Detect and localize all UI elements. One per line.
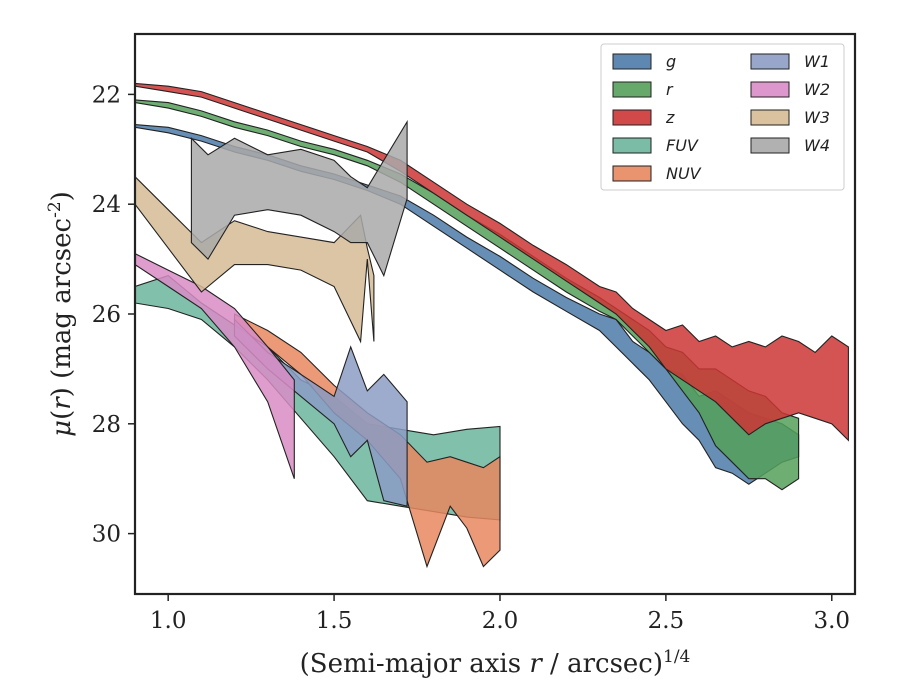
legend-label-w3: W3 (804, 108, 830, 127)
legend-swatch-w4 (750, 137, 790, 154)
legend: grz FUV NUV W1 W2 W3 W4 (600, 43, 845, 191)
legend-label-w1: W1 (804, 52, 830, 71)
x-tick-label: 1.5 (316, 608, 353, 634)
legend-label-z: z (665, 108, 675, 127)
legend-label-w2: W2 (804, 80, 830, 99)
legend-label-nuv: NUV (666, 164, 702, 183)
x-axis-label: (Semi-major axis r / arcsec)1/4 (300, 647, 691, 679)
profile-bands (135, 82, 849, 569)
y-tick-label: 28 (92, 412, 121, 438)
legend-label-fuv: FUV (666, 136, 699, 155)
y-axis: 22 24 26 28 30 (92, 82, 135, 548)
y-tick-label: 24 (92, 192, 121, 218)
legend-label-r: r (666, 80, 674, 99)
legend-swatch-r (612, 81, 652, 98)
x-tick-label: 3.0 (813, 608, 850, 634)
legend-swatch-w3 (750, 109, 790, 126)
x-tick-label: 2.0 (482, 608, 519, 634)
y-tick-label: 30 (92, 522, 121, 548)
legend-swatch-z (612, 109, 652, 126)
y-tick-label: 26 (92, 302, 121, 328)
band-z (135, 82, 849, 442)
band-w3 (135, 175, 375, 344)
y-tick-label: 22 (92, 82, 121, 108)
x-axis: 1.0 1.5 2.0 2.5 3.0 (150, 594, 850, 634)
legend-swatch-w1 (750, 53, 790, 70)
y-axis-label: μ(r) (mag arcsec-2) (45, 191, 77, 437)
legend-swatch-w2 (750, 81, 790, 98)
legend-label-g: g (666, 52, 676, 71)
x-tick-label: 2.5 (648, 608, 685, 634)
legend-swatch-nuv (612, 165, 652, 182)
x-tick-label: 1.0 (150, 608, 187, 634)
legend-swatch-g (612, 53, 652, 70)
legend-label-w4: W4 (804, 136, 830, 155)
legend-swatch-fuv (612, 137, 652, 154)
band-w4 (190, 119, 408, 278)
